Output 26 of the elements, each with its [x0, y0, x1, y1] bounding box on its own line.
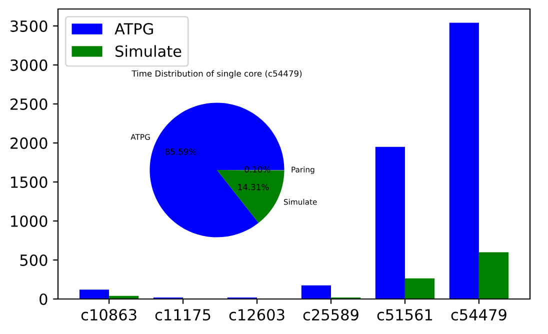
y-tick-label: 3500	[10, 20, 48, 32]
pie-slice	[150, 102, 284, 238]
y-tick-label: 3000	[10, 59, 48, 71]
legend-label: Simulate	[116, 45, 182, 57]
bar	[404, 278, 435, 299]
y-tick-label: 1000	[11, 215, 48, 227]
y-tick-label: 1500	[11, 176, 48, 188]
y-tick-label: 500	[20, 254, 48, 266]
x-tick-label: c10863	[81, 308, 136, 321]
bar	[478, 252, 509, 299]
legend-label: ATPG	[114, 23, 153, 35]
x-tick-label: c11175	[155, 309, 210, 321]
y-tick-label: 2000	[10, 137, 48, 149]
y-tick-label: 0	[40, 293, 48, 306]
bar	[301, 285, 331, 299]
x-tick-label: c12603	[229, 308, 284, 321]
bar	[375, 146, 405, 299]
x-tick-label: c25589	[303, 308, 358, 321]
data-label: 85.59%	[165, 148, 196, 155]
x-tick-label: c54479	[451, 308, 506, 321]
bar	[449, 22, 479, 299]
x-tick-label: c51561	[377, 308, 432, 321]
data-label: 14.31%	[238, 184, 269, 190]
chart-title: Time Distribution of single core (c54479)	[132, 70, 302, 78]
bar	[79, 290, 110, 299]
y-tick-label: 2500	[10, 98, 48, 110]
